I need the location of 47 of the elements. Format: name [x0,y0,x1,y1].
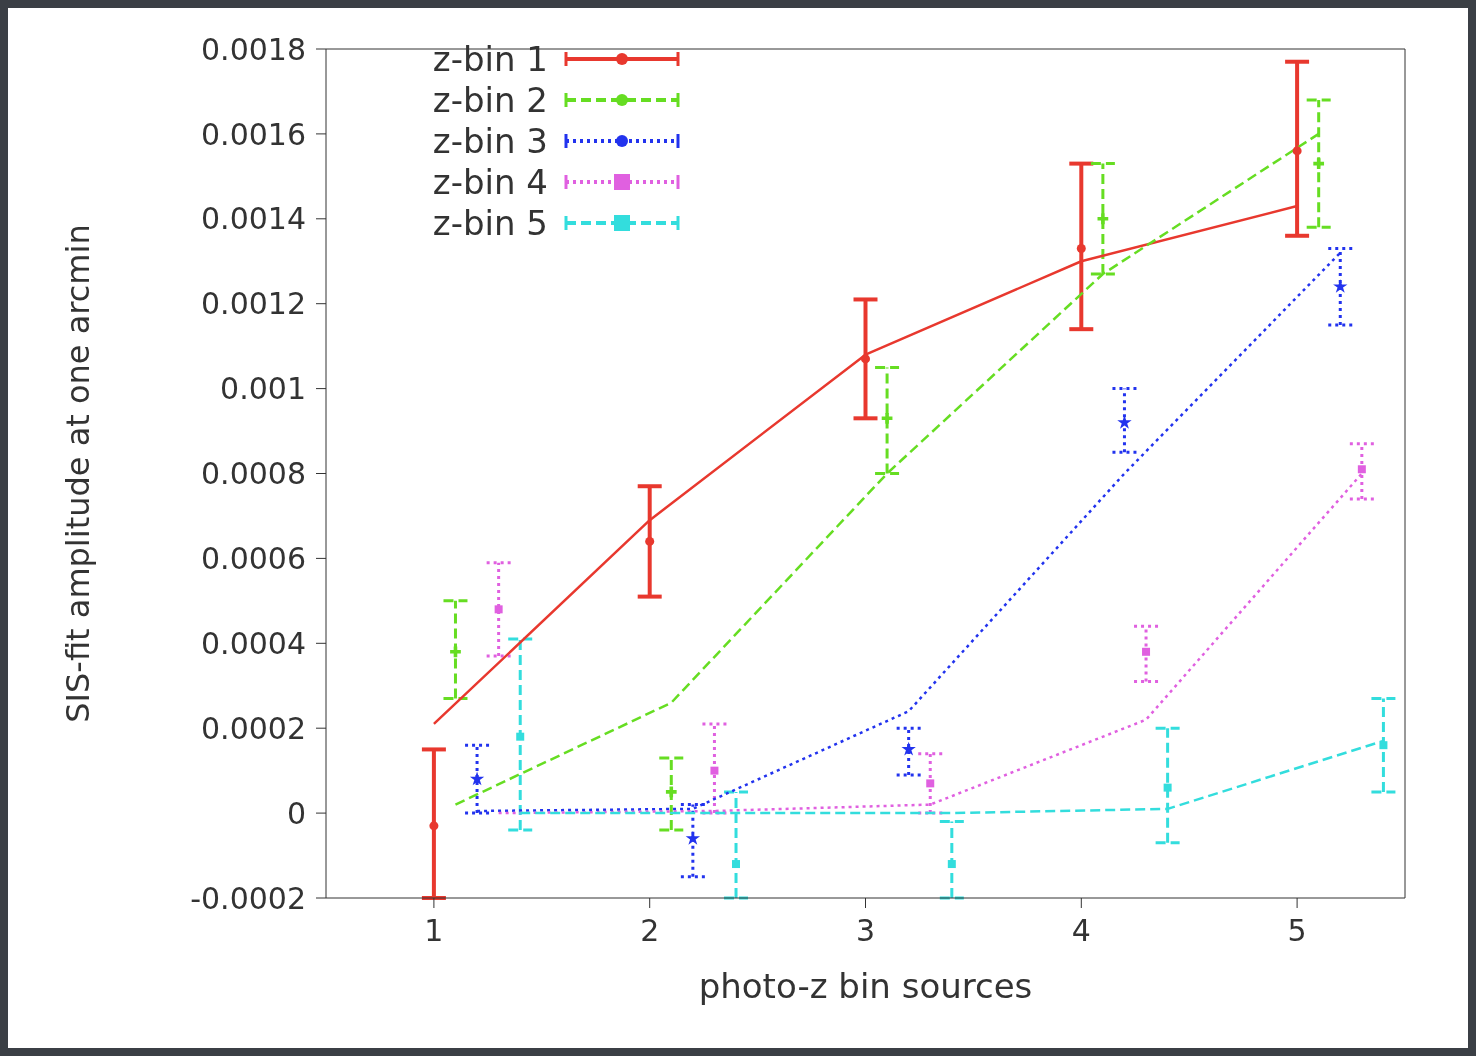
x-tick-label: 5 [1287,913,1307,949]
x-tick-label: 4 [1071,913,1091,949]
point [926,779,935,788]
point [665,786,677,798]
y-tick-label: 0.0006 [201,541,306,577]
point [469,771,485,786]
y-tick-label: 0.0008 [201,456,306,492]
point [1097,213,1109,225]
x-axis-title: photo-z bin sources [698,966,1033,1006]
x-tick-label: 3 [855,913,876,949]
legend-label: z-bin 1 [431,38,548,79]
y-tick-label: 0 [286,795,306,831]
legend-label: z-bin 2 [431,79,548,120]
x-tick-label: 2 [640,913,660,949]
y-tick-label: 0.0002 [201,710,306,746]
point [1076,244,1086,254]
x-tick-label: 1 [424,913,444,949]
point [732,860,741,869]
point [494,605,503,614]
y-tick-label: 0.001 [220,371,306,407]
point [516,732,525,741]
point [881,412,893,424]
point [645,536,655,546]
y-tick-label: 0.0004 [201,625,306,661]
legend-label: z-bin 5 [431,202,548,243]
y-tick-label: 0.0012 [201,286,306,322]
y-tick-label: -0.0002 [190,880,306,916]
point [901,741,916,756]
y-axis-title: SIS-fit amplitude at one arcmin [59,224,98,723]
point [947,860,956,869]
point [860,354,871,364]
point [685,831,701,845]
y-tick-label: 0.0014 [201,201,306,237]
point [1292,146,1302,156]
point [429,821,439,831]
y-tick-label: 0.0016 [201,116,306,152]
point [1333,279,1348,293]
point [1142,647,1151,656]
point [450,646,461,658]
point [1357,465,1366,474]
legend-label: z-bin 3 [431,120,548,161]
point [1379,741,1388,750]
point [1163,783,1172,792]
y-tick-label: 0.0018 [201,31,306,67]
point [710,766,719,775]
point [1117,415,1132,429]
legend-label: z-bin 4 [431,161,548,202]
